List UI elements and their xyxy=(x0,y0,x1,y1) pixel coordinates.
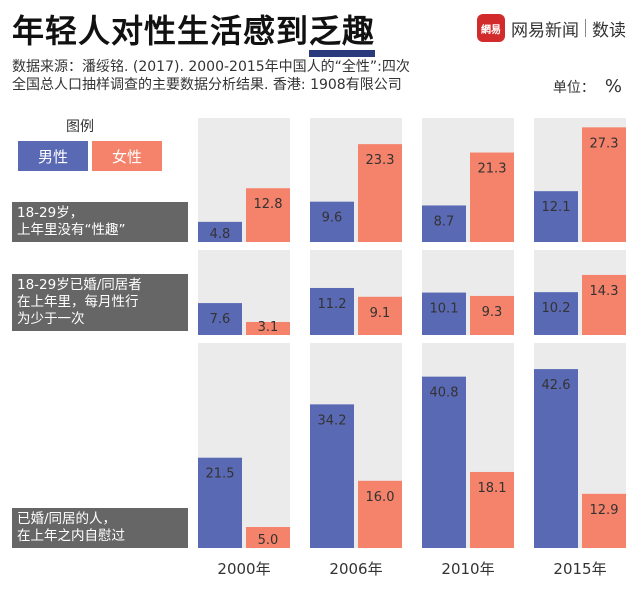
row-label-line: 上年里没有“性趣” xyxy=(17,222,126,238)
bar-male-1-2 xyxy=(310,201,354,242)
bar-value-label: 21.5 xyxy=(206,467,235,482)
bar-male-1-1 xyxy=(198,221,242,242)
bar-female-3-1 xyxy=(246,527,290,548)
bar-value-label: 18.1 xyxy=(478,481,507,496)
bar-male-3-1 xyxy=(198,457,242,548)
bar-value-label: 10.2 xyxy=(542,301,571,316)
title-highlight: 乏趣 xyxy=(309,12,376,57)
bar-value-label: 14.3 xyxy=(590,284,619,299)
brand-sub: 数读 xyxy=(592,20,626,41)
bar-male-2-4 xyxy=(534,292,578,335)
bar-female-1-3 xyxy=(470,152,514,242)
source-line-2: 全国总人口抽样调查的主要数据分析结果. 香港: 1908有限公司 xyxy=(12,77,402,93)
row-label-no-interest: 18-29岁， 上年里没有“性趣” xyxy=(12,202,188,242)
bar-male-1-4 xyxy=(534,191,578,242)
legend-female: 女性 xyxy=(92,141,162,171)
bar-male-2-3 xyxy=(422,292,466,335)
unit-note: 单位：% xyxy=(553,76,622,97)
bar-value-label: 5.0 xyxy=(258,533,279,548)
bar-value-label: 9.1 xyxy=(370,306,391,321)
bar-value-label: 11.2 xyxy=(318,297,347,312)
bar-male-1-3 xyxy=(422,205,466,242)
bar-female-1-4 xyxy=(582,127,626,242)
legend-male: 男性 xyxy=(18,141,88,171)
bar-male-2-2 xyxy=(310,287,354,335)
source-line-1: 数据来源：潘绥铭. (2017). 2000-2015年中国人的“全性”:四次 xyxy=(12,59,410,75)
bar-value-label: 7.6 xyxy=(210,312,231,327)
brand-divider xyxy=(585,19,586,37)
row-label-line: 18-29岁已婚/同居者 xyxy=(17,277,142,293)
bar-value-label: 3.1 xyxy=(258,320,279,335)
x-tick-label: 2000年 xyxy=(217,560,270,578)
bar-value-label: 10.1 xyxy=(430,302,459,317)
bar-female-3-4 xyxy=(582,493,626,548)
title-main: 年轻人对性生活感到 xyxy=(12,12,310,50)
bar-value-label: 12.8 xyxy=(254,197,283,212)
bar-male-3-2 xyxy=(310,404,354,548)
row-label-line: 在上年里，每月性行 xyxy=(17,294,139,310)
bar-value-label: 42.6 xyxy=(542,378,571,393)
row-label-line: 为少于一次 xyxy=(17,311,85,327)
bar-female-3-3 xyxy=(470,471,514,548)
chart-title: 年轻人对性生活感到乏趣 xyxy=(12,6,376,57)
bar-male-2-1 xyxy=(198,303,242,335)
bar-female-2-2 xyxy=(358,296,402,335)
bar-value-label: 23.3 xyxy=(366,153,395,168)
x-tick-label: 2010年 xyxy=(441,560,494,578)
bar-female-2-3 xyxy=(470,295,514,335)
bar-value-label: 12.1 xyxy=(542,200,571,215)
bar-male-3-4 xyxy=(534,369,578,548)
row-label-line: 18-29岁， xyxy=(17,205,84,221)
row-label-line: 在上年之内自慰过 xyxy=(17,528,125,544)
bar-female-1-1 xyxy=(246,188,290,242)
bar-female-2-1 xyxy=(246,321,290,335)
bar-value-label: 27.3 xyxy=(590,136,619,151)
bar-value-label: 34.2 xyxy=(318,413,347,428)
row-label-line: 已婚/同居的人， xyxy=(17,511,117,527)
bar-value-label: 9.3 xyxy=(482,305,503,320)
unit-symbol: % xyxy=(604,76,622,97)
x-tick-label: 2006年 xyxy=(329,560,382,578)
bar-value-label: 40.8 xyxy=(430,386,459,401)
source-note: 数据来源：潘绥铭. (2017). 2000-2015年中国人的“全性”:四次 … xyxy=(12,58,410,94)
bar-female-1-2 xyxy=(358,144,402,242)
bar-male-3-3 xyxy=(422,376,466,548)
bar-value-label: 12.9 xyxy=(590,503,619,518)
bar-value-label: 21.3 xyxy=(478,162,507,177)
bar-value-label: 9.6 xyxy=(322,211,343,226)
bar-value-label: 16.0 xyxy=(366,490,395,505)
row-label-masturbation: 已婚/同居的人， 在上年之内自慰过 xyxy=(12,508,188,548)
legend-title: 图例 xyxy=(66,119,94,135)
bar-value-label: 4.8 xyxy=(210,227,231,242)
brand: 網易 网易新闻 数读 xyxy=(477,14,626,42)
bar-female-2-4 xyxy=(582,274,626,335)
netease-logo-icon: 網易 xyxy=(477,14,505,42)
bar-value-label: 8.7 xyxy=(434,214,455,229)
brand-name: 网易新闻 xyxy=(511,20,579,41)
row-label-low-frequency: 18-29岁已婚/同居者 在上年里，每月性行 为少于一次 xyxy=(12,274,188,331)
unit-label: 单位： xyxy=(552,80,595,96)
x-tick-label: 2015年 xyxy=(553,560,606,578)
bar-female-3-2 xyxy=(358,480,402,548)
